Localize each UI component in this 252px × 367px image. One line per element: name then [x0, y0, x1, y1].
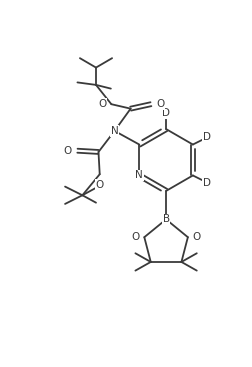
Text: O: O	[131, 232, 139, 242]
Text: D: D	[202, 178, 210, 188]
Text: O: O	[192, 232, 200, 242]
Text: D: D	[202, 132, 210, 142]
Text: N: N	[110, 126, 118, 136]
Text: B: B	[162, 214, 169, 224]
Text: O: O	[64, 146, 72, 156]
Text: O: O	[95, 180, 103, 190]
Text: O: O	[98, 99, 106, 109]
Text: D: D	[162, 108, 169, 118]
Text: O: O	[156, 99, 164, 109]
Text: N: N	[135, 170, 143, 181]
